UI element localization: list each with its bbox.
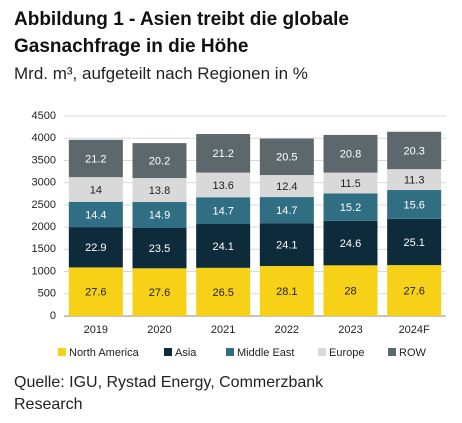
- data-label: 20.5: [276, 152, 297, 164]
- data-label: 26.5: [212, 287, 233, 299]
- legend-label: ROW: [399, 347, 427, 359]
- bar-segment: [323, 220, 378, 266]
- data-label: 22.9: [85, 242, 106, 254]
- bar-segment: [196, 197, 251, 225]
- bar-segment: [387, 218, 442, 266]
- data-label: 24.1: [276, 240, 297, 252]
- data-label: 28: [344, 286, 356, 298]
- y-tick-label: 3500: [32, 154, 56, 166]
- bar-segment: [68, 227, 123, 268]
- legend-swatch: [318, 348, 326, 356]
- bar-segment: [68, 201, 123, 228]
- data-label: 14.7: [212, 206, 233, 218]
- data-label: 23.5: [149, 243, 170, 255]
- data-label: 24.6: [340, 238, 361, 250]
- legend-label: Europe: [329, 347, 364, 359]
- chart-subtitle: Mrd. m³, aufgeteilt nach Regionen in %: [14, 64, 308, 83]
- data-label: 14.7: [276, 205, 297, 217]
- data-label: 12.4: [276, 181, 297, 193]
- data-label: 25.1: [403, 237, 424, 249]
- bar-segment: [132, 178, 187, 202]
- x-tick-label: 2020: [147, 324, 171, 336]
- x-tick-label: 2021: [211, 324, 235, 336]
- y-tick-label: 500: [38, 288, 56, 300]
- data-label: 20.8: [340, 149, 361, 161]
- chart: 0 500 1000 1500 2000 2500 3000 3500 4000 4500 2019…: [32, 110, 446, 359]
- bar-segment: [323, 265, 378, 316]
- legend-label: North America: [69, 347, 140, 359]
- y-tick-label: 1000: [32, 265, 56, 277]
- y-tick-label: 2500: [32, 199, 56, 211]
- y-tick-label: 1500: [32, 243, 56, 255]
- y-tick-label: 0: [50, 310, 56, 322]
- y-tick-label: 4500: [32, 110, 56, 122]
- x-tick-label: 2022: [275, 324, 299, 336]
- data-label: 21.2: [85, 153, 106, 165]
- x-tick-label: 2019: [84, 324, 108, 336]
- bar-segment: [196, 172, 251, 198]
- bar-segment: [196, 224, 251, 268]
- data-label: 15.6: [403, 199, 424, 211]
- bar-segment: [259, 138, 314, 176]
- y-tick-label: 4000: [32, 132, 56, 144]
- bar-segment: [323, 193, 378, 221]
- legend-label: Middle East: [237, 347, 294, 359]
- bar-segment: [132, 227, 187, 269]
- bar-segment: [387, 169, 442, 191]
- bar-segment: [323, 134, 378, 173]
- data-label: 27.6: [85, 287, 106, 299]
- data-label: 24.1: [212, 241, 233, 253]
- legend-swatch: [58, 348, 66, 356]
- bar-segment: [68, 267, 123, 316]
- bar-segment: [132, 143, 187, 179]
- y-tick-label: 2000: [32, 221, 56, 233]
- y-tick-label: 3000: [32, 177, 56, 189]
- bar-segment: [387, 131, 442, 170]
- data-label: 27.6: [403, 285, 424, 297]
- bar-segment: [68, 139, 123, 178]
- bar-segment: [259, 175, 314, 198]
- legend-swatch: [164, 348, 172, 356]
- bar-segment: [323, 172, 378, 194]
- bar-segment: [132, 268, 187, 316]
- data-label: 13.8: [149, 185, 170, 197]
- bar-segment: [259, 223, 314, 267]
- data-label: 21.2: [212, 148, 233, 160]
- bar-segment: [132, 201, 187, 228]
- bar-segment: [259, 197, 314, 224]
- data-label: 20.3: [403, 145, 424, 157]
- bar-segment: [387, 265, 442, 316]
- legend-swatch: [388, 348, 396, 356]
- data-label: 13.6: [212, 180, 233, 192]
- x-tick-label: 2024F: [399, 324, 430, 336]
- data-label: 27.6: [149, 287, 170, 299]
- legend-swatch: [226, 348, 234, 356]
- legend-label: Asia: [175, 347, 197, 359]
- data-label: 11.5: [340, 178, 361, 190]
- bar-segment: [387, 190, 442, 219]
- data-label: 14.9: [149, 210, 170, 222]
- x-tick-label: 2023: [338, 324, 362, 336]
- data-label: 20.2: [149, 155, 170, 167]
- data-label: 15.2: [340, 202, 361, 214]
- chart-title: Abbildung 1 - Asien treibt die globale G…: [14, 9, 349, 57]
- data-label: 11.3: [404, 175, 425, 187]
- source-note: Quelle: IGU, Rystad Energy, Commerzbank …: [14, 374, 324, 413]
- bar-segment: [196, 134, 251, 173]
- bar-segment: [68, 177, 123, 202]
- bar-segment: [259, 266, 314, 316]
- data-label: 14: [90, 184, 102, 196]
- bar-segment: [196, 267, 251, 316]
- data-label: 14.4: [85, 209, 106, 221]
- data-label: 28.1: [276, 286, 297, 298]
